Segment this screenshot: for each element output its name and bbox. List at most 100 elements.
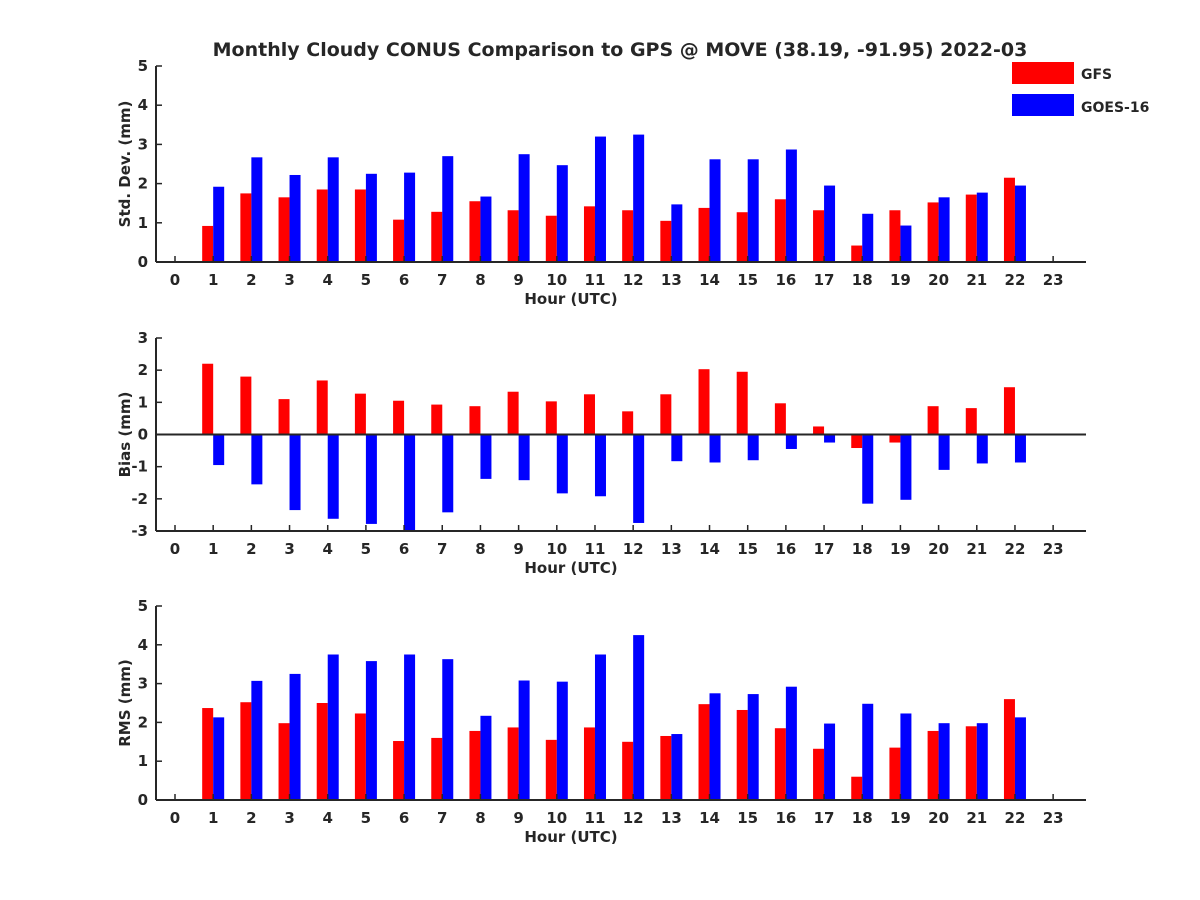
bar-goes-16-hour-5 — [365, 173, 377, 262]
y-axis-label: RMS (mm) — [116, 659, 134, 746]
x-tick-label: 1 — [208, 271, 218, 289]
bar-goes-16-hour-17 — [824, 723, 836, 800]
x-tick-label: 7 — [437, 271, 447, 289]
x-tick-label: 19 — [890, 809, 911, 827]
bar-goes-16-hour-4 — [327, 434, 339, 519]
bar-goes-16-hour-12 — [633, 635, 645, 800]
x-tick-label: 1 — [208, 809, 218, 827]
x-tick-label: 12 — [623, 809, 644, 827]
x-tick-label: 0 — [170, 540, 180, 558]
bar-gfs-hour-22 — [1003, 699, 1015, 800]
bar-goes-16-hour-9 — [518, 680, 530, 800]
bar-gfs-hour-1 — [202, 363, 214, 435]
bar-gfs-hour-7 — [431, 211, 443, 262]
bar-goes-16-hour-3 — [289, 434, 301, 511]
bar-goes-16-hour-21 — [976, 192, 988, 262]
bar-gfs-hour-19 — [889, 747, 901, 800]
bar-gfs-hour-8 — [469, 201, 481, 262]
x-tick-label: 12 — [623, 271, 644, 289]
x-tick-label: 0 — [170, 271, 180, 289]
bar-gfs-hour-6 — [393, 400, 405, 435]
x-tick-label: 16 — [775, 271, 796, 289]
bar-goes-16-hour-11 — [594, 434, 606, 497]
bar-gfs-hour-16 — [774, 728, 786, 800]
bar-goes-16-hour-1 — [213, 434, 225, 466]
x-tick-label: 0 — [170, 809, 180, 827]
bar-gfs-hour-3 — [278, 399, 290, 435]
x-tick-label: 22 — [1005, 271, 1026, 289]
x-tick-label: 10 — [546, 809, 567, 827]
x-tick-label: 21 — [966, 271, 987, 289]
bar-gfs-hour-6 — [393, 219, 405, 262]
x-tick-label: 6 — [399, 271, 409, 289]
y-tick-label: 4 — [138, 636, 148, 654]
bar-goes-16-hour-2 — [251, 680, 263, 800]
bar-goes-16-hour-17 — [824, 185, 836, 262]
bar-goes-16-hour-7 — [442, 659, 454, 800]
x-tick-label: 17 — [814, 271, 835, 289]
bar-gfs-hour-13 — [660, 394, 672, 435]
bar-goes-16-hour-15 — [747, 694, 759, 800]
x-tick-label: 11 — [585, 540, 606, 558]
bar-gfs-hour-11 — [583, 206, 595, 262]
bar-gfs-hour-17 — [813, 426, 825, 435]
x-tick-label: 10 — [546, 540, 567, 558]
y-tick-label: 3 — [138, 329, 148, 347]
bar-goes-16-hour-10 — [556, 434, 568, 494]
x-tick-label: 18 — [852, 271, 873, 289]
x-tick-label: 11 — [585, 271, 606, 289]
y-tick-label: 0 — [138, 253, 148, 271]
bar-goes-16-hour-9 — [518, 154, 530, 262]
x-tick-label: 7 — [437, 540, 447, 558]
y-tick-label: 0 — [138, 426, 148, 444]
bar-goes-16-hour-3 — [289, 673, 301, 800]
bar-goes-16-hour-14 — [709, 693, 721, 800]
bar-goes-16-hour-20 — [938, 434, 950, 470]
bar-gfs-hour-2 — [240, 702, 252, 800]
x-tick-label: 18 — [852, 809, 873, 827]
x-tick-label: 15 — [737, 540, 758, 558]
bar-goes-16-hour-18 — [862, 703, 874, 800]
bar-gfs-hour-21 — [965, 726, 977, 800]
y-tick-label: -2 — [131, 490, 148, 508]
bar-gfs-hour-9 — [507, 391, 519, 435]
bar-goes-16-hour-8 — [480, 196, 492, 262]
bar-gfs-hour-4 — [316, 380, 328, 435]
bar-gfs-hour-3 — [278, 723, 290, 800]
x-tick-label: 4 — [323, 271, 333, 289]
bar-goes-16-hour-18 — [862, 434, 874, 504]
bar-gfs-hour-8 — [469, 406, 481, 435]
x-tick-label: 3 — [284, 271, 294, 289]
y-tick-label: 2 — [138, 713, 148, 731]
bar-gfs-hour-1 — [202, 225, 214, 262]
bar-gfs-hour-11 — [583, 394, 595, 435]
bar-goes-16-hour-2 — [251, 157, 263, 262]
x-tick-label: 15 — [737, 809, 758, 827]
bar-gfs-hour-6 — [393, 741, 405, 800]
bar-gfs-hour-21 — [965, 194, 977, 262]
x-tick-label: 5 — [361, 540, 371, 558]
bar-goes-16-hour-14 — [709, 159, 721, 262]
x-tick-label: 5 — [361, 271, 371, 289]
x-tick-label: 23 — [1043, 271, 1064, 289]
bar-goes-16-hour-19 — [900, 225, 912, 262]
bar-gfs-hour-13 — [660, 735, 672, 800]
bar-goes-16-hour-3 — [289, 174, 301, 262]
bar-goes-16-hour-19 — [900, 434, 912, 500]
bar-goes-16-hour-4 — [327, 157, 339, 262]
y-axis-label: Std. Dev. (mm) — [116, 101, 134, 228]
bar-goes-16-hour-10 — [556, 681, 568, 800]
bar-goes-16-hour-6 — [404, 172, 416, 262]
x-tick-label: 22 — [1005, 540, 1026, 558]
bar-goes-16-hour-22 — [1014, 717, 1026, 800]
bar-goes-16-hour-1 — [213, 186, 225, 262]
bar-gfs-hour-14 — [698, 369, 710, 435]
bar-goes-16-hour-21 — [976, 723, 988, 800]
bar-goes-16-hour-12 — [633, 434, 645, 523]
x-tick-label: 16 — [775, 809, 796, 827]
bar-goes-16-hour-18 — [862, 213, 874, 262]
